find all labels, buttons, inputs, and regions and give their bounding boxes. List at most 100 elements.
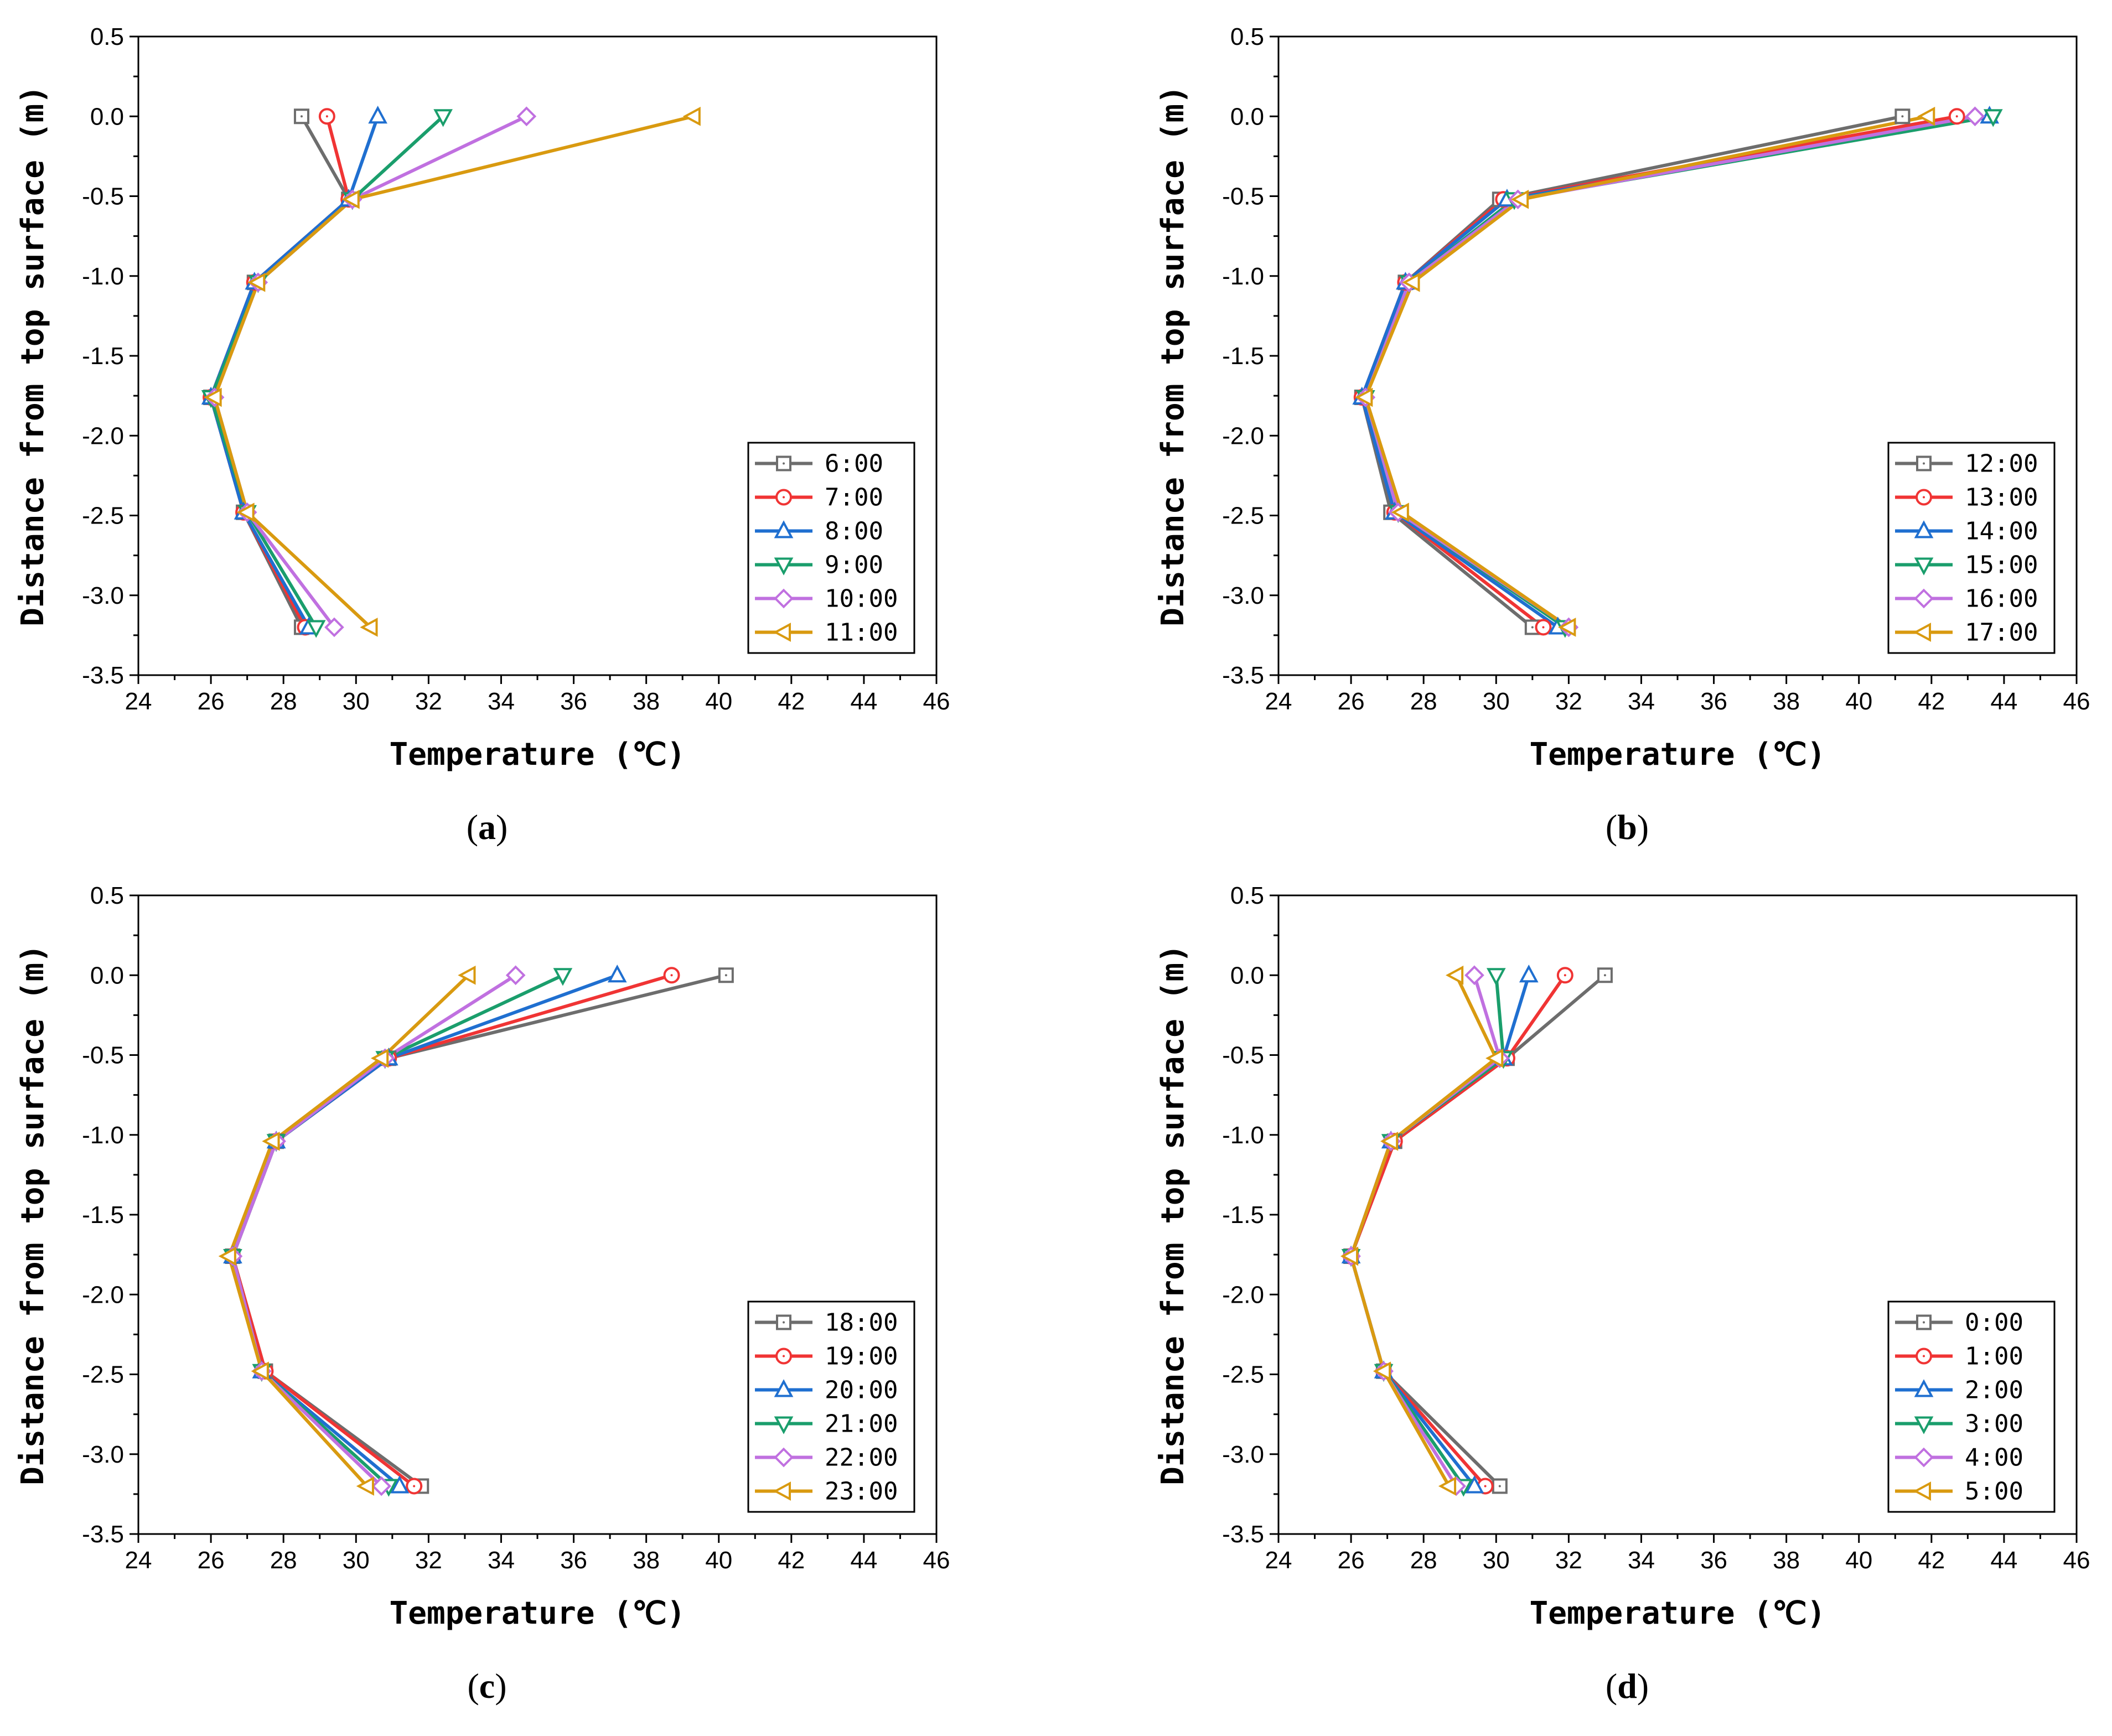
legend-marker-dot — [1923, 462, 1925, 465]
legend-marker-dot — [783, 1321, 785, 1324]
panel-letter-d: d — [1617, 1666, 1637, 1706]
data-point-10-00 — [516, 106, 537, 127]
legend-label: 2:00 — [1965, 1376, 2023, 1405]
y-tick-label: -3.5 — [1222, 662, 1264, 689]
series-line-4-00 — [1349, 975, 1502, 1488]
series-line-1-00 — [1349, 974, 1567, 1488]
series-line-20-00 — [231, 973, 618, 1488]
y-axis-title: Distance from top surface (m) — [1155, 944, 1191, 1485]
data-point-19-00-dot — [670, 974, 673, 977]
data-point-3-00 — [1486, 968, 1506, 986]
data-point-5-00 — [1340, 1246, 1359, 1266]
data-point-13-00-dot — [1955, 115, 1958, 118]
legend-marker — [1916, 455, 1932, 471]
x-tick-label: 24 — [1265, 688, 1292, 715]
legend-label: 13:00 — [1965, 484, 2038, 512]
legend-marker-dot — [783, 496, 785, 499]
y-tick-label: -2.0 — [1222, 1281, 1264, 1308]
x-tick-label: 32 — [1555, 688, 1582, 715]
x-tick-label: 28 — [1410, 1547, 1437, 1574]
x-tick-label: 40 — [1845, 1547, 1872, 1574]
legend-label: 4:00 — [1965, 1444, 2023, 1472]
series-line-0-00 — [1349, 974, 1606, 1488]
data-point-8-00 — [368, 106, 387, 124]
chart-panel-b: 24 26 28 30 32 34 36 38 40 42 44 46 0.5 0.0 -0.5 -1.0 -1… — [1155, 23, 2090, 773]
x-tick-label: 36 — [1700, 1547, 1727, 1574]
legend-label: 21:00 — [825, 1410, 898, 1438]
y-tick-label: -2.0 — [82, 422, 124, 449]
legend-box — [747, 442, 915, 654]
legend-label: 6:00 — [825, 450, 883, 478]
data-point-16-00 — [1965, 106, 1985, 127]
x-tick-label: 26 — [1338, 688, 1365, 715]
x-tick-label: 28 — [270, 1547, 297, 1574]
x-tick-label: 40 — [705, 688, 732, 715]
x-axis-title: Temperature (℃) — [390, 1595, 686, 1631]
data-point-23-00 — [251, 1361, 269, 1381]
data-point-18-00-dot — [724, 974, 727, 977]
x-tick-label: 46 — [923, 1547, 950, 1574]
legend-box — [747, 1300, 915, 1513]
x-tick-label: 36 — [560, 688, 587, 715]
data-point-7-00-dot — [325, 115, 328, 118]
y-tick-label: -1.0 — [82, 1122, 124, 1149]
x-tick-label: 32 — [1555, 1547, 1582, 1574]
data-point-17-00 — [1402, 272, 1420, 292]
legend-marker — [1914, 1379, 1934, 1397]
y-axis-title: Distance from top surface (m) — [1155, 85, 1191, 626]
data-point-10-00 — [324, 617, 344, 638]
legend-marker — [1914, 1416, 1934, 1434]
x-axis-title: Temperature (℃) — [1530, 737, 1826, 773]
y-tick-label: -1.0 — [1222, 263, 1264, 290]
x-tick-label: 46 — [923, 688, 950, 715]
x-tick-label: 30 — [1483, 1547, 1510, 1574]
x-tick-label: 32 — [415, 1547, 442, 1574]
y-tick-label: -2.5 — [1222, 502, 1264, 530]
legend-marker — [1914, 557, 1934, 576]
panel-letter-c: c — [479, 1666, 495, 1706]
data-point-17-00 — [1391, 502, 1409, 522]
legend-marker — [773, 623, 791, 642]
data-point-11-00 — [360, 618, 378, 637]
x-tick-label: 34 — [1628, 1547, 1655, 1574]
data-point-23-00 — [262, 1131, 280, 1151]
legend-marker — [1913, 1481, 1931, 1501]
data-point-5-00 — [1445, 965, 1464, 985]
legend-marker — [1914, 1447, 1934, 1468]
y-axis-title: Distance from top surface (m) — [15, 85, 51, 626]
legend-label: 9:00 — [825, 551, 883, 579]
y-tick-label: -0.5 — [1222, 1042, 1264, 1069]
data-point-5-00 — [1380, 1131, 1399, 1151]
y-tick-label: -3.5 — [82, 1521, 124, 1548]
legend-label: 14:00 — [1965, 517, 2038, 546]
legend-label: 7:00 — [825, 484, 883, 512]
y-tick-label: -1.5 — [82, 1201, 124, 1229]
data-point-11-00 — [204, 387, 222, 407]
series-line-7-00 — [209, 116, 351, 628]
x-tick-label: 38 — [1773, 1547, 1800, 1574]
x-tick-label: 42 — [778, 688, 805, 715]
data-point-17-00 — [1355, 387, 1373, 407]
legend-marker — [774, 1379, 794, 1397]
y-tick-label: 0.0 — [90, 103, 124, 130]
data-point-23-00 — [218, 1246, 236, 1266]
legend-marker-dot — [783, 1355, 785, 1357]
y-tick-label: -2.5 — [82, 1361, 124, 1388]
data-point-4-00 — [1464, 965, 1484, 986]
y-tick-label: -1.5 — [82, 343, 124, 370]
legend-label: 23:00 — [825, 1478, 898, 1506]
data-point-11-00 — [247, 272, 266, 292]
x-tick-label: 46 — [2063, 688, 2090, 715]
data-point-17-00 — [1917, 106, 1935, 126]
legend-label: 16:00 — [1965, 585, 2038, 613]
data-point-6-00-dot — [300, 115, 303, 118]
series-line-23-00 — [227, 974, 470, 1488]
x-tick-label: 30 — [1483, 688, 1510, 715]
series-line-22-00 — [231, 973, 517, 1488]
y-tick-label: 0.5 — [90, 882, 124, 909]
y-tick-label: -0.5 — [82, 1042, 124, 1069]
legend-marker — [773, 1481, 791, 1501]
legend-marker — [776, 1314, 791, 1330]
series-line-11-00 — [213, 115, 694, 629]
data-point-11-00 — [341, 189, 360, 209]
